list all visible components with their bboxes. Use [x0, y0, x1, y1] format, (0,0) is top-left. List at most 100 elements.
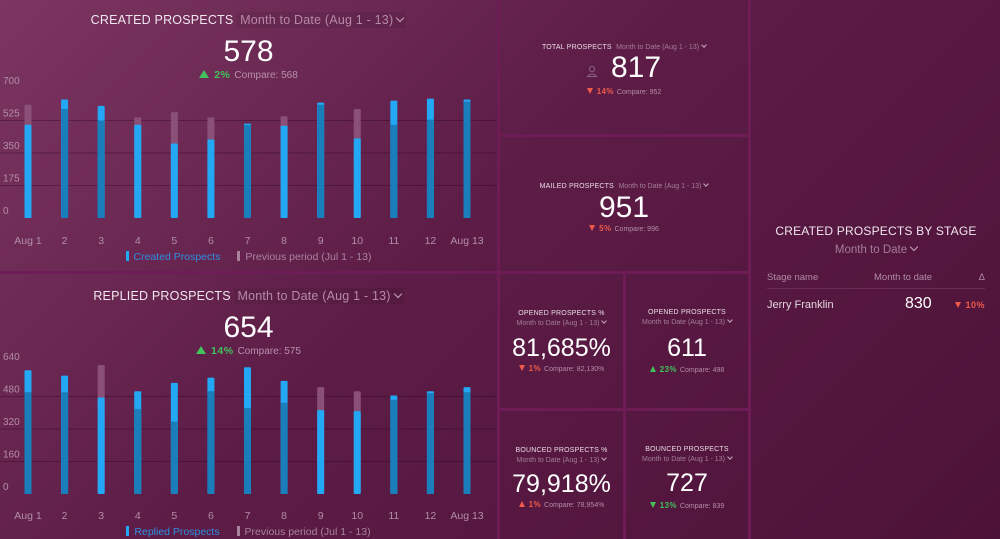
- kpi-value: 81,685%: [512, 334, 611, 362]
- divider-v-right: [748, 0, 751, 539]
- x-tick-label: 2: [62, 235, 68, 247]
- x-tick-label: Aug 1: [14, 510, 42, 522]
- delta-percent: 1%: [528, 364, 542, 373]
- widget-title: CREATED PROSPECTS BY STAGE: [775, 224, 977, 238]
- period-dropdown[interactable]: Month to Date (Aug 1 - 13): [234, 288, 404, 304]
- kpi-bounced-prospects: BOUNCED PROSPECTS Month to Date (Aug 1 -…: [626, 411, 748, 539]
- bar-current: [97, 397, 105, 494]
- x-tick-label: 11: [388, 235, 399, 247]
- kpi-value: 79,918%: [512, 470, 611, 498]
- period-dropdown[interactable]: Month to Date (Aug 1 - 13): [618, 181, 710, 190]
- delta-percent: 13%: [659, 501, 677, 510]
- bar-current: [134, 124, 142, 218]
- trend-down-icon: [589, 225, 596, 231]
- delta-percent: 14%: [596, 87, 614, 96]
- created-prospects-widget: CREATED PROSPECTS Month to Date (Aug 1 -…: [0, 0, 497, 271]
- kpi-opened-prospects-pct: OPENED PROSPECTS % Month to Date (Aug 1 …: [500, 274, 623, 408]
- bar-current: [24, 124, 32, 218]
- header-divider: [767, 288, 985, 289]
- period-dropdown[interactable]: Month to Date (Aug 1 - 13): [237, 12, 407, 28]
- replied-prospects-chart: 0 160 320 480 640 Aug 1 2 3 4 5 6 7 8 9 10 11 12 Aug 13: [0, 352, 497, 522]
- x-tick-label: 9: [318, 235, 324, 247]
- compare-value: Compare: 839: [679, 503, 725, 510]
- x-tick-label: 7: [245, 510, 251, 522]
- kpi-title: OPENED PROSPECTS %: [518, 310, 605, 317]
- y-tick-label: 480: [3, 385, 20, 396]
- legend-current[interactable]: Replied Prospects: [134, 526, 220, 538]
- y-tick-label: 350: [3, 141, 20, 152]
- stage-name: Jerry Franklin: [767, 299, 834, 311]
- legend-current[interactable]: Created Prospects: [133, 251, 221, 263]
- x-tick-label: 11: [388, 510, 399, 522]
- kpi-value: 951: [598, 191, 650, 224]
- period-label: Month to Date (Aug 1 - 13): [516, 320, 600, 327]
- bar-previous: [390, 399, 398, 494]
- x-tick-label: 4: [135, 235, 141, 247]
- bar-previous: [390, 124, 398, 218]
- compare-value: Compare: 498: [679, 367, 725, 374]
- divider-v-left: [497, 0, 500, 539]
- stage-delta: 10%: [955, 300, 985, 310]
- legend-swatch-previous: [237, 251, 241, 261]
- period-dropdown[interactable]: Month to Date (Aug 1 - 13): [626, 454, 748, 463]
- x-tick-label: Aug 13: [450, 510, 483, 522]
- x-tick-label: 4: [135, 510, 141, 522]
- bar-previous: [317, 104, 325, 218]
- kpi-value: 817: [610, 51, 662, 84]
- trend-down-icon: [586, 88, 593, 94]
- bar-previous: [244, 408, 251, 494]
- bar-previous: [97, 120, 105, 218]
- bar-previous: [426, 393, 434, 494]
- column-month-to-date[interactable]: Month to date: [874, 272, 933, 283]
- created-prospects-chart: 0 175 350 525 700 Aug 1 2 3 4 5 6 7 8 9 10 11 12 Aug 13: [0, 76, 497, 247]
- column-delta[interactable]: Δ: [978, 272, 985, 283]
- bar-current: [207, 139, 215, 218]
- period-label: Month to Date: [834, 244, 908, 256]
- chevron-down-icon: [601, 318, 608, 324]
- legend-swatch-current: [125, 251, 129, 261]
- x-tick-label: Aug 1: [14, 235, 42, 247]
- delta-percent: 14%: [211, 345, 234, 357]
- x-tick-label: 6: [208, 235, 214, 247]
- kpi-title: MAILED PROSPECTS: [539, 183, 615, 190]
- y-tick-label: 0: [3, 206, 9, 217]
- period-label: Month to Date (Aug 1 - 13): [240, 13, 394, 27]
- bar-previous: [61, 108, 69, 218]
- y-tick-label: 700: [3, 76, 20, 87]
- period-dropdown[interactable]: Month to Date (Aug 1 - 13): [626, 317, 748, 326]
- compare-value: Compare: 82,130%: [544, 366, 605, 373]
- legend-previous[interactable]: Previous period (Jul 1 - 13): [244, 526, 371, 538]
- legend-previous[interactable]: Previous period (Jul 1 - 13): [245, 251, 372, 263]
- x-tick-label: 12: [425, 510, 437, 522]
- x-tick-label: 2: [62, 510, 68, 522]
- bar-current: [353, 138, 361, 218]
- compare-value: Compare: 996: [614, 226, 659, 233]
- chevron-down-icon: [601, 455, 608, 461]
- period-label: Month to Date (Aug 1 - 13): [642, 319, 725, 326]
- column-stage-name[interactable]: Stage name: [767, 272, 819, 283]
- y-tick-label: 160: [3, 450, 20, 461]
- legend-swatch-previous: [236, 526, 240, 536]
- trend-down-icon: [518, 365, 525, 371]
- period-dropdown[interactable]: Month to Date (Aug 1 - 13): [500, 318, 623, 327]
- person-icon: [586, 65, 598, 77]
- bar-current: [170, 143, 178, 218]
- y-tick-label: 640: [3, 352, 20, 363]
- trend-up-icon: [649, 366, 656, 372]
- widget-title: REPLIED PROSPECTS: [93, 289, 231, 303]
- x-tick-label: 6: [208, 510, 214, 522]
- period-dropdown[interactable]: Month to Date: [752, 242, 1000, 256]
- y-tick-label: 525: [3, 109, 20, 120]
- x-tick-label: 3: [98, 510, 104, 522]
- period-dropdown[interactable]: Month to Date (Aug 1 - 13): [616, 42, 707, 51]
- kpi-opened-prospects: OPENED PROSPECTS Month to Date (Aug 1 - …: [626, 274, 748, 408]
- x-tick-label: 8: [281, 235, 287, 247]
- period-label: Month to Date (Aug 1 - 13): [618, 183, 702, 190]
- period-label: Month to Date (Aug 1 - 13): [642, 456, 725, 463]
- period-dropdown[interactable]: Month to Date (Aug 1 - 13): [500, 455, 623, 464]
- metric-value: 578: [223, 35, 274, 68]
- y-tick-label: 175: [3, 174, 20, 185]
- table-row[interactable]: Jerry Franklin 830 10%: [767, 295, 985, 316]
- bar-previous: [134, 409, 142, 494]
- x-tick-label: 12: [425, 235, 437, 247]
